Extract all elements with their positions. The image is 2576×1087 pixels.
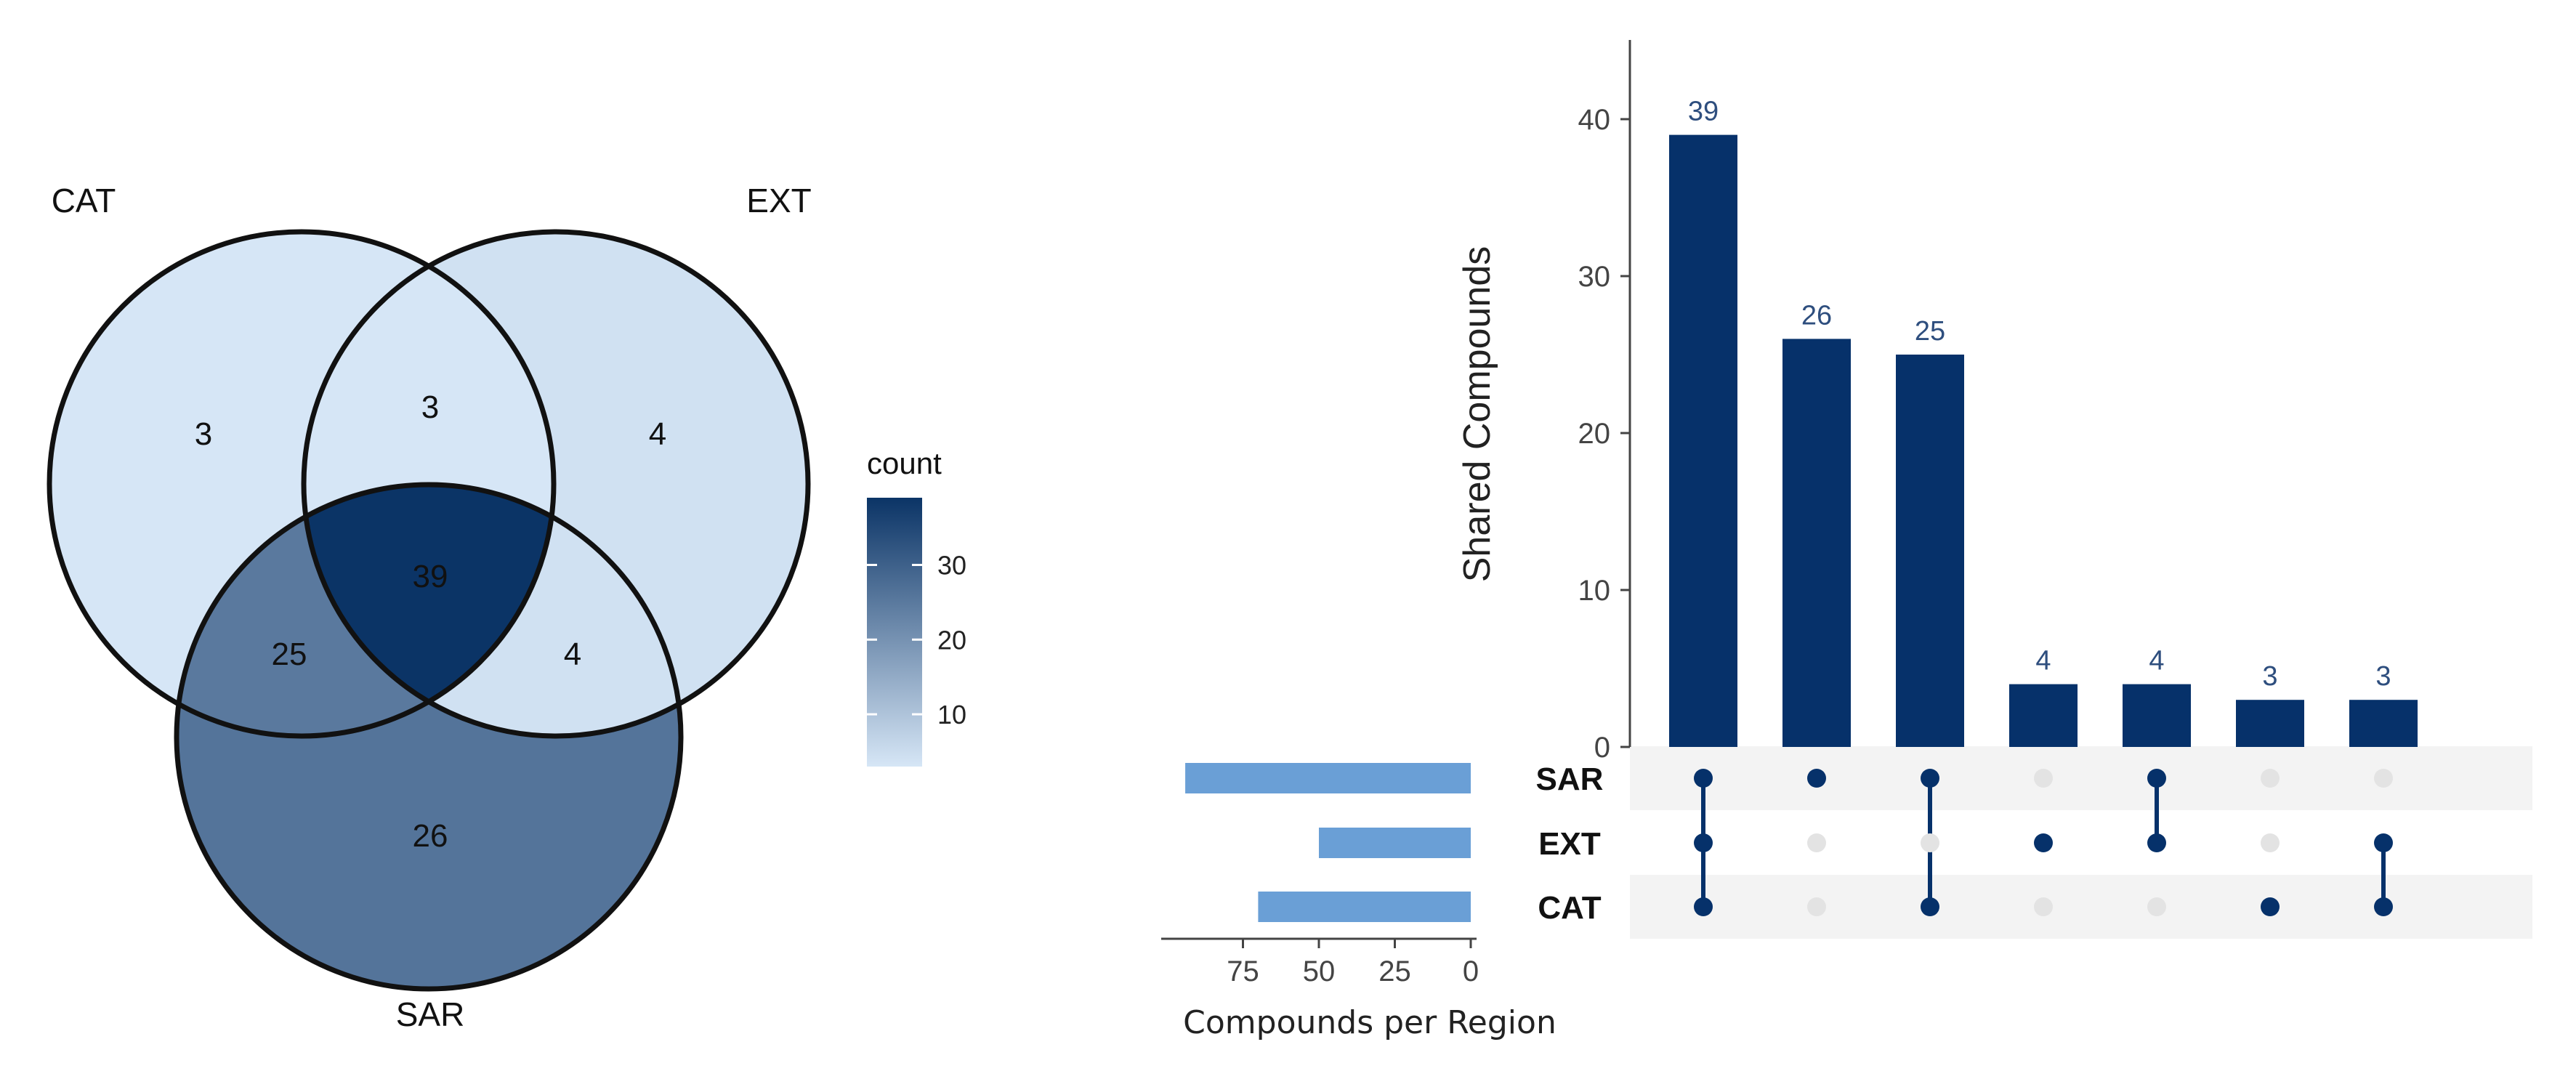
matrix-dot-active [1807, 769, 1826, 788]
venn-circle-ext [301, 229, 811, 739]
matrix-dot-inactive [2261, 769, 2280, 788]
set-label-sar: SAR [1536, 761, 1604, 797]
matrix-dot-active [1921, 769, 1939, 788]
intersection-bar-label: 4 [2035, 646, 2051, 676]
matrix-dot-inactive [2147, 897, 2166, 916]
intersection-bar [2123, 684, 2191, 747]
intersection-bar [1669, 134, 1737, 748]
legend-color-bar [867, 498, 922, 767]
set-size-bars [1185, 763, 1471, 922]
y-axis-title: Shared Compounds [1456, 246, 1498, 583]
venn-label-ext: EXT [746, 182, 811, 219]
set-size-ticks: 75 50 25 0 [1227, 939, 1479, 987]
matrix-dot-inactive [2034, 897, 2053, 916]
intersection-bar-label: 3 [2375, 661, 2391, 692]
intersection-bar-label: 39 [1688, 97, 1719, 127]
intersection-bar [2349, 700, 2418, 747]
intersection-bar-label: 3 [2262, 661, 2277, 692]
venn-count-cat-ext: 3 [421, 389, 439, 425]
legend-tick-label: 20 [937, 625, 966, 655]
intersection-bars: 39 26 25 4 4 3 3 [1669, 97, 2418, 748]
intersection-bar [1896, 355, 1964, 747]
matrix-dot-inactive [2034, 769, 2053, 788]
matrix-dot-active [2147, 769, 2166, 788]
set-size-tick-label: 50 [1303, 955, 1336, 987]
matrix-dot-inactive [1921, 833, 1939, 852]
set-size-bar-sar [1185, 763, 1471, 793]
matrix-dot-active [2374, 897, 2393, 916]
legend-tick-label: 30 [937, 551, 966, 581]
legend-tick-label: 10 [937, 700, 966, 730]
intersection-bar [1782, 339, 1851, 747]
y-tick-label: 30 [1578, 261, 1611, 293]
set-size-bar-ext [1319, 828, 1471, 858]
venn-circle-sar [174, 482, 684, 992]
matrix-dot-inactive [2374, 769, 2393, 788]
upset-plot: 40 30 20 10 0 Shared Compounds 39 26 25 4 4 3 3 SA… [1161, 40, 2532, 1041]
y-tick-label: 10 [1578, 575, 1611, 607]
set-size-tick-label: 25 [1378, 955, 1411, 987]
venn-count-cat-only: 3 [195, 416, 212, 452]
venn-region-cat-sar [177, 485, 554, 736]
intersection-matrix [1694, 769, 2393, 916]
set-size-tick-label: 0 [1463, 955, 1479, 987]
set-label-cat: CAT [1538, 890, 1601, 926]
y-tick-label: 40 [1578, 104, 1611, 136]
venn-region-ext-sar [304, 485, 681, 736]
set-size-tick-label: 75 [1227, 955, 1259, 987]
matrix-dot-active [2034, 833, 2053, 852]
venn-label-cat: CAT [52, 182, 116, 219]
intersection-bar [2236, 700, 2304, 747]
matrix-dot-active [1694, 897, 1713, 916]
venn-count-all-three: 39 [413, 559, 448, 594]
matrix-stripe-sar [1630, 746, 2532, 810]
matrix-dot-inactive [1807, 897, 1826, 916]
matrix-stripe-cat [1630, 875, 2532, 939]
matrix-dot-active [1921, 897, 1939, 916]
matrix-dot-active [1694, 769, 1713, 788]
set-name-labels: SAR EXT CAT [1536, 761, 1604, 926]
intersection-bar-label: 26 [1801, 300, 1832, 331]
intersection-bar [2009, 684, 2078, 747]
venn-circle-cat [47, 229, 557, 739]
matrix-dot-active [2261, 897, 2280, 916]
legend-title: count [867, 446, 942, 480]
matrix-dot-active [2147, 833, 2166, 852]
matrix-dot-inactive [2261, 833, 2280, 852]
venn-label-sar: SAR [396, 995, 465, 1033]
set-label-ext: EXT [1538, 826, 1601, 862]
y-tick-label: 20 [1578, 418, 1611, 450]
matrix-stripes [1630, 746, 2532, 939]
venn-count-ext-sar: 4 [564, 637, 581, 672]
y-axis-ticks: 40 30 20 10 0 [1578, 104, 1630, 764]
venn-diagram: CAT EXT SAR 3 3 4 39 25 4 26 count 30 20 1… [47, 182, 966, 1033]
legend-ticks: 30 20 10 [867, 551, 966, 730]
venn-count-cat-sar: 25 [272, 637, 307, 672]
set-size-axis-title: Compounds per Region [1183, 1004, 1556, 1041]
set-size-bar-cat [1258, 892, 1471, 922]
matrix-dot-active [2374, 833, 2393, 852]
y-tick-label: 0 [1594, 732, 1610, 764]
venn-count-ext-only: 4 [649, 416, 666, 452]
matrix-dot-inactive [1807, 833, 1826, 852]
venn-count-sar-only: 26 [413, 818, 448, 854]
matrix-dot-active [1694, 833, 1713, 852]
intersection-bar-label: 25 [1915, 316, 1945, 347]
intersection-bar-label: 4 [2149, 646, 2164, 676]
